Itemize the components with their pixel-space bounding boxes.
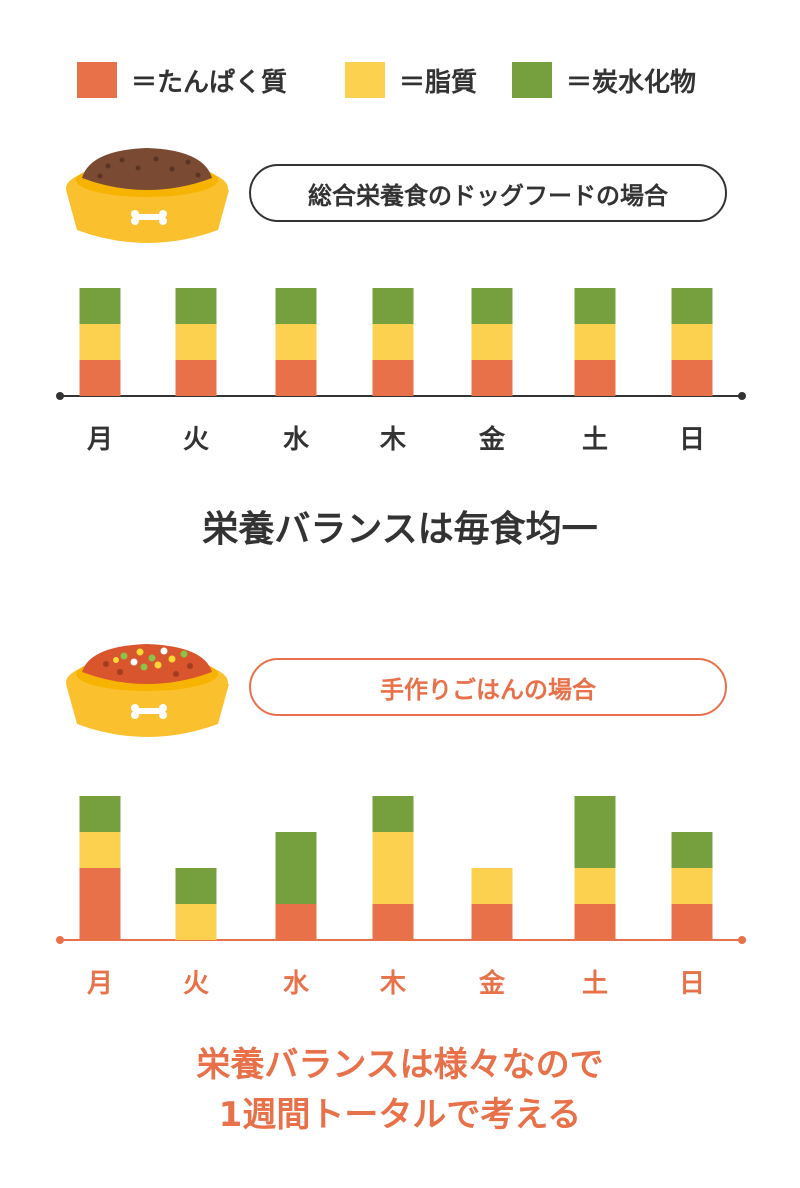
bar-segment-fat-4 (471, 868, 513, 904)
caption-homemade: 栄養バランスは様々なので 1週間トータルで考える (0, 1040, 800, 1140)
bar-segment-fat-5 (574, 868, 616, 904)
bar-segment-protein-6 (671, 360, 713, 396)
bar-segment-carb-0 (79, 288, 121, 324)
bar-segment-carb-1 (175, 868, 217, 904)
bar-segment-fat-4 (471, 324, 513, 360)
dog-food-bowl-icon (60, 138, 235, 248)
caption-dog-food: 栄養バランスは毎食均一 (202, 509, 598, 550)
x-tick-label: 水 (283, 425, 310, 455)
x-tick-label: 日 (679, 425, 705, 455)
chart-axis-start-dot (56, 936, 64, 944)
bar-segment-protein-3 (372, 904, 414, 940)
x-tick-label: 土 (582, 425, 608, 455)
legend-swatch-fat (345, 62, 385, 98)
bar-segment-carb-4 (471, 288, 513, 324)
bar-segment-protein-2 (275, 360, 317, 396)
chart-axis-end-dot (738, 392, 746, 400)
caption-homemade-line-1: 栄養バランスは様々なので (196, 1045, 604, 1085)
x-tick-label: 火 (183, 969, 209, 999)
bar-segment-fat-2 (275, 324, 317, 360)
legend-item-fat: ＝脂質 (345, 62, 477, 98)
bar-segment-protein-6 (671, 904, 713, 940)
chart-dog-food-svg: 月火水木金土日 (56, 288, 746, 455)
chart-dog-food: 月火水木金土日 (0, 270, 800, 470)
bar-segment-fat-0 (79, 832, 121, 868)
bar-segment-protein-5 (574, 360, 616, 396)
bar-segment-carb-3 (372, 288, 414, 324)
x-tick-label: 火 (183, 425, 209, 455)
bar-segment-carb-5 (574, 288, 616, 324)
chart-axis-start-dot (56, 392, 64, 400)
x-tick-label: 日 (679, 969, 705, 999)
bar-segment-fat-3 (372, 832, 414, 904)
chart-axis-end-dot (738, 936, 746, 944)
legend-label-fat: ＝脂質 (399, 67, 478, 98)
bar-segment-protein-4 (471, 904, 513, 940)
bar-segment-fat-6 (671, 868, 713, 904)
legend-label-protein: ＝たんぱく質 (131, 67, 288, 98)
x-tick-label: 木 (379, 425, 406, 455)
legend-item-protein: ＝たんぱく質 (77, 62, 287, 98)
x-tick-label: 土 (582, 969, 608, 999)
bar-segment-fat-5 (574, 324, 616, 360)
bar-segment-carb-1 (175, 288, 217, 324)
bar-segment-fat-3 (372, 324, 414, 360)
bar-segment-carb-2 (275, 832, 317, 904)
bar-segment-carb-5 (574, 796, 616, 868)
bar-segment-fat-1 (175, 904, 217, 940)
bar-segment-protein-4 (471, 360, 513, 396)
bar-segment-protein-5 (574, 904, 616, 940)
bar-segment-carb-6 (671, 288, 713, 324)
section-title-homemade: 手作りごはんの場合 (249, 658, 727, 716)
bar-segment-carb-0 (79, 796, 121, 832)
section-title-dog-food: 総合栄養食のドッグフードの場合 (249, 164, 727, 222)
chart-homemade-svg: 月火水木金土日 (56, 796, 746, 999)
bar-segment-carb-3 (372, 796, 414, 832)
legend: ＝たんぱく質 ＝脂質 ＝炭水化物 (0, 62, 800, 102)
x-tick-label: 月 (86, 969, 113, 999)
x-tick-label: 木 (379, 969, 406, 999)
chart-homemade: 月火水木金土日 (0, 780, 800, 1010)
bar-segment-protein-0 (79, 360, 121, 396)
bar-segment-protein-1 (175, 360, 217, 396)
x-tick-label: 月 (86, 425, 113, 455)
bar-segment-fat-6 (671, 324, 713, 360)
x-tick-label: 水 (283, 969, 310, 999)
bar-segment-fat-0 (79, 324, 121, 360)
x-tick-label: 金 (478, 424, 506, 455)
x-tick-label: 金 (478, 968, 506, 999)
legend-label-carb: ＝炭水化物 (566, 67, 697, 98)
legend-swatch-protein (77, 62, 117, 98)
bar-segment-carb-2 (275, 288, 317, 324)
bar-segment-fat-1 (175, 324, 217, 360)
legend-swatch-carb (512, 62, 552, 98)
bar-segment-carb-6 (671, 832, 713, 868)
bar-segment-protein-0 (79, 868, 121, 940)
homemade-food-bowl-icon (60, 632, 235, 742)
bar-segment-protein-3 (372, 360, 414, 396)
legend-item-carb: ＝炭水化物 (512, 62, 696, 98)
caption-homemade-line-2: 1週間トータルで考える (218, 1095, 582, 1135)
bar-segment-protein-2 (275, 904, 317, 940)
